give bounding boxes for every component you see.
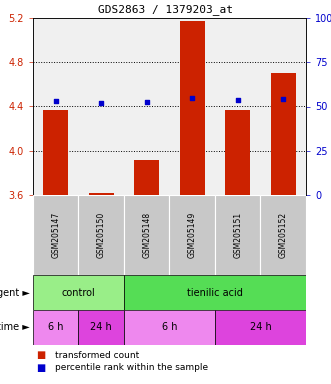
Bar [134,160,159,195]
Point [190,94,195,101]
Text: GDS2863 / 1379203_at: GDS2863 / 1379203_at [98,4,233,15]
Text: ■: ■ [36,363,46,373]
Text: GSM205147: GSM205147 [51,212,60,258]
Text: control: control [62,288,95,298]
Bar [33,195,78,275]
Point [99,100,104,106]
Text: 24 h: 24 h [90,323,112,333]
Bar [271,73,296,195]
Bar [124,195,169,275]
Bar [78,310,124,345]
Bar [215,310,306,345]
Text: transformed count: transformed count [55,351,139,359]
Text: 24 h: 24 h [250,323,271,333]
Point [235,97,240,103]
Bar [215,195,260,275]
Text: GSM205151: GSM205151 [233,212,242,258]
Text: ■: ■ [36,350,46,360]
Bar [260,195,306,275]
Point [53,98,58,104]
Bar [43,110,68,195]
Point [281,96,286,102]
Text: tienilic acid: tienilic acid [187,288,243,298]
Point [144,99,149,105]
Text: percentile rank within the sample: percentile rank within the sample [55,364,208,372]
Text: GSM205148: GSM205148 [142,212,151,258]
Bar [225,110,250,195]
Bar [124,310,215,345]
Bar [89,193,114,195]
Text: time ►: time ► [0,323,30,333]
Text: GSM205150: GSM205150 [97,212,106,258]
Text: GSM205149: GSM205149 [188,212,197,258]
Text: GSM205152: GSM205152 [279,212,288,258]
Text: agent ►: agent ► [0,288,30,298]
Bar [33,310,78,345]
Bar [78,195,124,275]
Text: 6 h: 6 h [48,323,64,333]
Bar [124,275,306,310]
Text: 6 h: 6 h [162,323,177,333]
Bar [169,195,215,275]
Bar [33,275,124,310]
Bar [180,22,205,195]
